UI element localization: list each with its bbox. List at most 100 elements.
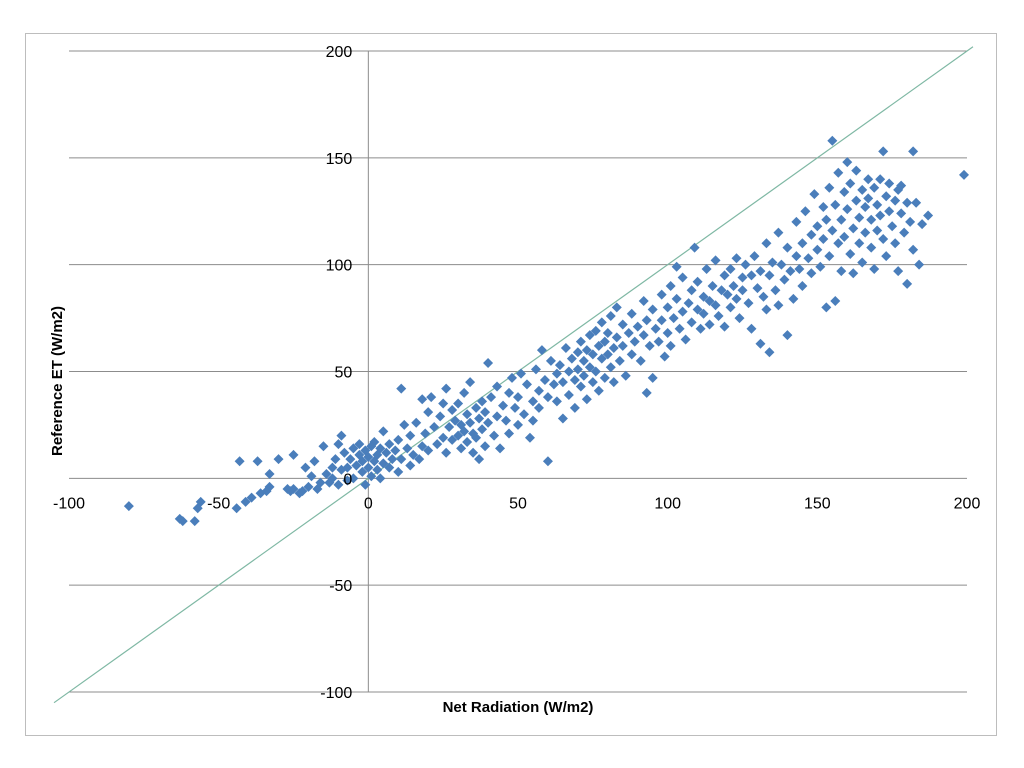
data-point	[474, 413, 485, 424]
data-point	[336, 430, 347, 441]
data-point	[698, 308, 709, 319]
data-point	[845, 248, 856, 259]
data-point	[569, 375, 580, 386]
data-point	[327, 462, 338, 473]
data-point	[513, 419, 523, 430]
data-point	[875, 174, 886, 185]
y-tick-label: 200	[326, 44, 353, 61]
data-point	[465, 377, 476, 388]
data-point	[348, 473, 359, 484]
data-point	[318, 441, 329, 452]
data-point	[731, 293, 742, 304]
data-point	[782, 330, 793, 341]
data-point	[327, 473, 338, 484]
data-point	[429, 422, 440, 433]
data-point	[719, 270, 730, 281]
x-tick-label: 100	[654, 495, 681, 512]
data-point	[566, 353, 577, 364]
data-point	[581, 345, 592, 356]
data-point	[471, 432, 482, 443]
data-point	[366, 471, 377, 482]
data-point	[842, 157, 853, 168]
data-point	[881, 191, 892, 202]
data-point	[638, 330, 649, 341]
chart-frame: -100 -50 0 50 100 150 200 -100 -50 0 50 100 150 200 N…	[25, 33, 997, 736]
data-point	[668, 313, 679, 324]
data-point	[959, 169, 970, 180]
data-point	[572, 364, 583, 375]
data-point	[450, 415, 461, 426]
data-point	[872, 199, 883, 210]
data-point	[557, 413, 568, 424]
data-point	[611, 302, 622, 313]
data-point	[569, 402, 580, 413]
data-point	[854, 212, 865, 223]
data-point	[300, 462, 311, 473]
data-point	[572, 347, 583, 358]
data-point	[539, 375, 550, 386]
data-point	[866, 214, 877, 225]
data-point	[542, 392, 553, 403]
data-point	[423, 445, 434, 456]
data-point	[635, 355, 646, 366]
data-point	[423, 407, 434, 418]
data-point	[647, 304, 658, 315]
data-point	[662, 328, 673, 339]
data-point	[902, 278, 913, 289]
data-point	[833, 238, 844, 249]
y-tick-label: -100	[320, 685, 352, 702]
data-point	[839, 231, 850, 242]
data-point	[303, 481, 314, 492]
data-point	[189, 516, 200, 527]
data-point	[599, 336, 610, 347]
data-point	[614, 355, 625, 366]
data-point	[524, 432, 535, 443]
data-point	[333, 479, 344, 490]
data-point	[674, 323, 685, 334]
data-point	[773, 300, 784, 311]
data-point	[833, 167, 844, 178]
data-point	[677, 306, 688, 317]
data-point	[527, 396, 538, 407]
data-point	[677, 272, 688, 283]
data-point	[824, 182, 835, 193]
data-point	[456, 443, 467, 454]
data-point	[746, 270, 757, 281]
data-point	[689, 242, 700, 253]
data-point	[863, 193, 874, 204]
data-point	[731, 253, 742, 264]
data-point	[345, 454, 356, 465]
y-tick-label: 50	[335, 365, 353, 382]
data-point	[881, 251, 892, 262]
data-point	[378, 426, 389, 437]
data-point	[710, 255, 721, 266]
x-tick-label: 0	[364, 495, 373, 512]
data-point	[420, 428, 431, 439]
data-point	[719, 321, 730, 332]
data-point	[330, 454, 341, 465]
data-point	[360, 479, 371, 490]
data-point	[378, 458, 389, 469]
data-point	[710, 300, 721, 311]
data-point	[426, 392, 437, 403]
data-point	[504, 387, 515, 398]
data-point	[483, 357, 494, 368]
x-axis-title: Net Radiation (W/m2)	[443, 699, 594, 716]
data-point	[791, 216, 802, 227]
data-point	[393, 434, 404, 445]
data-point	[417, 441, 428, 452]
data-point	[504, 428, 515, 439]
data-point	[384, 462, 395, 473]
data-point	[581, 394, 592, 405]
data-point	[632, 321, 643, 332]
data-point	[779, 274, 790, 285]
data-point	[357, 456, 368, 467]
data-point	[321, 469, 332, 480]
data-point	[252, 456, 263, 467]
data-point	[641, 315, 652, 326]
x-tick-label: -100	[53, 495, 85, 512]
data-point	[533, 402, 544, 413]
data-point	[545, 355, 556, 366]
data-point	[827, 135, 838, 146]
data-point	[354, 439, 365, 450]
